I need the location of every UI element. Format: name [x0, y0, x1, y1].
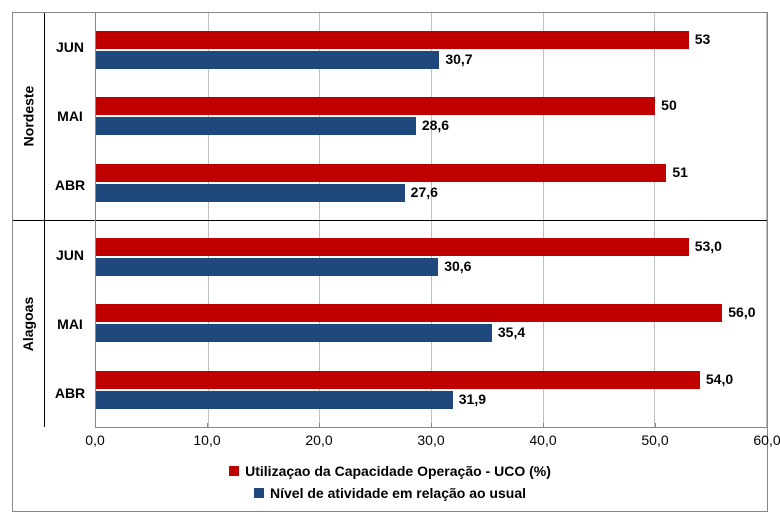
x-tick-label: 20,0 [305, 432, 332, 448]
bar-value-label: 30,7 [445, 51, 472, 67]
bar-wrap: 27,6 [96, 184, 767, 202]
bar-nivel: 28,6 [96, 117, 416, 135]
bar-uco: 53,0 [96, 238, 689, 256]
plot-area: Nordeste Alagoas JUN MAI ABR JUN MAI ABR [13, 13, 767, 427]
bar-wrap: 28,6 [96, 117, 767, 135]
x-tick-label: 10,0 [193, 432, 220, 448]
bars-area: 53 30,7 50 [95, 13, 767, 427]
chart-container: Nordeste Alagoas JUN MAI ABR JUN MAI ABR [12, 12, 768, 512]
legend-item-nivel: Nível de atividade em relação ao usual [254, 485, 526, 501]
x-tick-label: 60,0 [753, 432, 780, 448]
bar-value-label: 53 [695, 31, 711, 47]
bar-group-nordeste: 53 30,7 50 [96, 13, 767, 220]
bar-value-label: 30,6 [444, 258, 471, 274]
bar-uco: 54,0 [96, 371, 700, 389]
x-tick-mark [655, 423, 656, 428]
bar-pair: 53,0 30,6 [96, 224, 767, 290]
region-labels: Nordeste Alagoas [13, 13, 45, 427]
legend-text: Utilizaçao da Capacidade Operação - UCO … [245, 463, 551, 479]
bar-uco: 51 [96, 164, 666, 182]
bar-pair: 56,0 35,4 [96, 290, 767, 356]
x-tick-mark [207, 423, 208, 428]
bar-nivel: 31,9 [96, 391, 453, 409]
bar-nivel: 35,4 [96, 324, 492, 342]
bar-wrap: 30,7 [96, 51, 767, 69]
legend-text: Nível de atividade em relação ao usual [270, 485, 526, 501]
legend-swatch-icon [229, 466, 239, 476]
bar-value-label: 28,6 [422, 117, 449, 133]
x-tick-container: 0,010,020,030,040,050,060,0 [95, 428, 767, 453]
bar-wrap: 35,4 [96, 324, 767, 342]
month-labels: JUN MAI ABR JUN MAI ABR [45, 13, 95, 427]
bar-value-label: 56,0 [728, 304, 755, 320]
bar-value-label: 54,0 [706, 371, 733, 387]
x-tick-mark [543, 423, 544, 428]
bar-pair: 54,0 31,9 [96, 357, 767, 423]
month-group-alagoas: JUN MAI ABR [45, 221, 95, 428]
x-tick-mark [95, 423, 96, 428]
region-label-nordeste: Nordeste [21, 86, 37, 147]
region-cell-alagoas: Alagoas [13, 221, 44, 428]
group-divider [96, 220, 767, 221]
month-label: JUN [45, 221, 95, 290]
month-label: MAI [45, 82, 95, 151]
x-tick-mark [767, 423, 768, 428]
bar-wrap: 56,0 [96, 304, 767, 322]
bar-uco: 50 [96, 97, 655, 115]
x-tick-label: 30,0 [417, 432, 444, 448]
bar-pair: 51 27,6 [96, 150, 767, 216]
region-label-alagoas: Alagoas [21, 297, 37, 351]
x-tick-label: 0,0 [85, 432, 104, 448]
bar-value-label: 31,9 [459, 391, 486, 407]
legend-swatch-icon [254, 488, 264, 498]
bar-uco: 53 [96, 31, 689, 49]
legend-item-uco: Utilizaçao da Capacidade Operação - UCO … [229, 463, 551, 479]
bar-wrap: 50 [96, 97, 767, 115]
x-tick-mark [319, 423, 320, 428]
bar-value-label: 50 [661, 97, 677, 113]
month-label: JUN [45, 13, 95, 82]
bar-nivel: 30,6 [96, 258, 438, 276]
bar-nivel: 30,7 [96, 51, 439, 69]
bar-value-label: 51 [672, 164, 688, 180]
bar-pair: 50 28,6 [96, 83, 767, 149]
x-axis: 0,010,020,030,040,050,060,0 [95, 427, 767, 453]
bar-nivel: 27,6 [96, 184, 405, 202]
x-tick-mark [431, 423, 432, 428]
legend: Utilizaçao da Capacidade Operação - UCO … [13, 453, 767, 511]
bar-wrap: 51 [96, 164, 767, 182]
bars-rows: 53 30,7 50 [96, 13, 767, 427]
month-label: ABR [45, 358, 95, 427]
bar-wrap: 53 [96, 31, 767, 49]
bar-group-alagoas: 53,0 30,6 56,0 [96, 220, 767, 427]
bar-wrap: 31,9 [96, 391, 767, 409]
month-label: ABR [45, 151, 95, 220]
bar-uco: 56,0 [96, 304, 722, 322]
bar-wrap: 54,0 [96, 371, 767, 389]
bar-wrap: 53,0 [96, 238, 767, 256]
x-tick-label: 50,0 [641, 432, 668, 448]
month-group-nordeste: JUN MAI ABR [45, 13, 95, 221]
month-label: MAI [45, 289, 95, 358]
x-tick-label: 40,0 [529, 432, 556, 448]
bar-pair: 53 30,7 [96, 17, 767, 83]
bar-wrap: 30,6 [96, 258, 767, 276]
region-cell-nordeste: Nordeste [13, 13, 44, 221]
bar-value-label: 27,6 [411, 184, 438, 200]
bar-value-label: 53,0 [695, 238, 722, 254]
bar-value-label: 35,4 [498, 324, 525, 340]
